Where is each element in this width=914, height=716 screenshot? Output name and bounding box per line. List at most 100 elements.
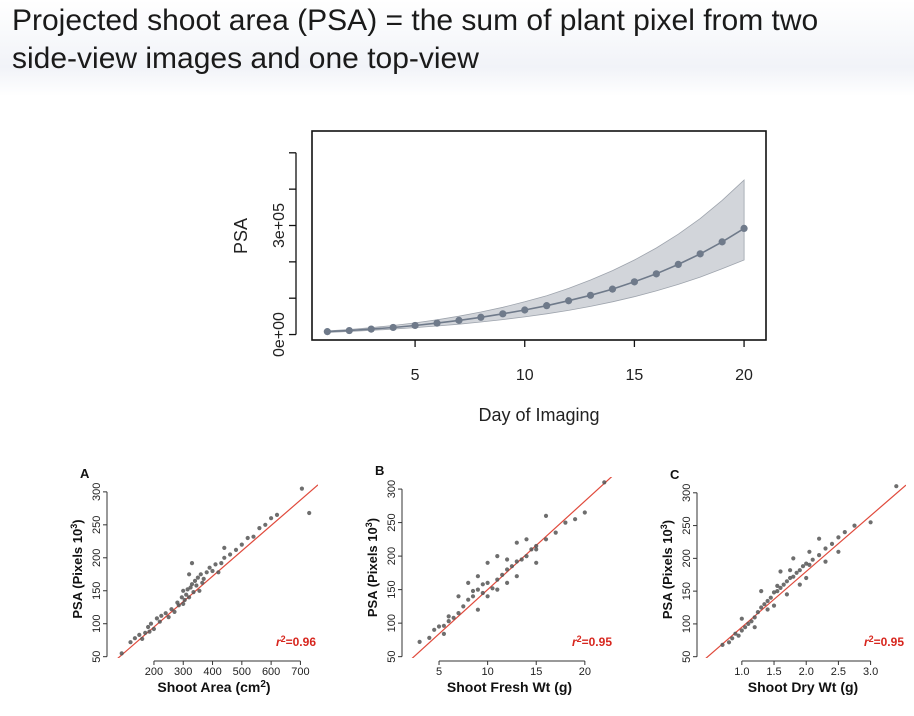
panel-a-point-49 bbox=[269, 516, 274, 521]
psa-point-day-6 bbox=[433, 319, 441, 327]
panel-c-point-0 bbox=[720, 642, 725, 648]
panel-c-point-29 bbox=[823, 546, 828, 551]
panel-c-point-36 bbox=[759, 589, 764, 594]
panel-b-point-44 bbox=[446, 614, 451, 619]
psa-point-day-12 bbox=[565, 297, 573, 305]
panel-a-y-tick-label-0: 50 bbox=[91, 651, 103, 663]
panel-a-point-15 bbox=[169, 607, 174, 612]
panel-b-point-12 bbox=[480, 590, 485, 596]
psa-point-day-2 bbox=[345, 326, 353, 335]
psa-growth-chart: 5 10 15 20 0e+00 3e+05 Day of Imaging PSA bbox=[231, 130, 767, 425]
panel-b-point-17 bbox=[505, 567, 510, 572]
panel-c-point-13 bbox=[765, 598, 770, 604]
psa-point-day-18 bbox=[696, 250, 704, 258]
panel-a-x-tick-label-5: 700 bbox=[291, 666, 309, 678]
panel-c-point-6 bbox=[743, 625, 748, 630]
panel-b-y-axis-title: PSA (Pixels 103) bbox=[364, 518, 380, 617]
panel-b-point-3 bbox=[436, 624, 442, 629]
panel-b-point-1 bbox=[427, 635, 432, 641]
panel-c-point-27 bbox=[810, 557, 815, 562]
panel-a-point-37 bbox=[210, 568, 215, 574]
panel-a-point-22 bbox=[184, 592, 189, 597]
x-tick-label-5: 5 bbox=[411, 367, 420, 384]
panel-c-point-4 bbox=[736, 633, 741, 638]
panel-c-point-8 bbox=[749, 619, 754, 624]
panel-a-point-41 bbox=[222, 555, 227, 560]
panel-c-point-43 bbox=[797, 582, 802, 587]
panel-a-point-42 bbox=[228, 552, 233, 557]
panel-c-point-37 bbox=[778, 569, 783, 574]
panel-c-point-10 bbox=[755, 610, 761, 615]
panel-a-point-21 bbox=[182, 597, 187, 603]
panel-a-label: A bbox=[80, 466, 90, 481]
panel-a-x-axis-title: Shoot Area (cm2) bbox=[157, 679, 270, 695]
panel-c-point-30 bbox=[829, 541, 835, 547]
y-tick-label-0: 0e+00 bbox=[271, 312, 288, 357]
panel-c-point-50 bbox=[807, 549, 812, 554]
psa-mean-line bbox=[327, 227, 745, 333]
panel-b-point-25 bbox=[553, 530, 558, 535]
panel-a-point-9 bbox=[151, 626, 156, 632]
panel-c-point-45 bbox=[765, 607, 770, 612]
panel-a-point-28 bbox=[192, 578, 198, 584]
panel-b-point-42 bbox=[505, 580, 510, 586]
panel-c-point-9 bbox=[752, 615, 757, 620]
panel-a-point-34 bbox=[201, 576, 206, 582]
panel-a-point-36 bbox=[207, 565, 212, 570]
panel-b-point-10 bbox=[470, 594, 476, 599]
panel-a-point-8 bbox=[148, 621, 154, 626]
panel-b-point-11 bbox=[475, 587, 480, 592]
panel-a-point-46 bbox=[251, 534, 256, 539]
panel-a-y-tick-label-4: 250 bbox=[91, 516, 103, 534]
panel-c-point-14 bbox=[768, 595, 773, 600]
panel-c-point-38 bbox=[791, 556, 796, 561]
panel-b-point-36 bbox=[514, 540, 519, 545]
psa-point-day-19 bbox=[718, 238, 726, 246]
panel-c-point-42 bbox=[784, 592, 790, 597]
panel-b-point-5 bbox=[446, 619, 451, 624]
panel-b-point-39 bbox=[543, 513, 549, 519]
panel-a-point-19 bbox=[179, 595, 184, 600]
panel-b-point-4 bbox=[441, 631, 446, 637]
panel-b-point-13 bbox=[485, 580, 490, 586]
panel-b-point-15 bbox=[495, 577, 500, 582]
psa-point-day-4 bbox=[389, 323, 397, 332]
panel-c-point-40 bbox=[817, 536, 822, 541]
panel-c-point-3 bbox=[733, 631, 738, 636]
panel-c-label: C bbox=[670, 467, 680, 482]
panel-a-point-53 bbox=[299, 486, 304, 491]
panel-a-point-6 bbox=[146, 624, 151, 630]
panel-a-fit-line bbox=[117, 484, 318, 658]
panel-b-label: B bbox=[375, 463, 384, 478]
panel-c-point-31 bbox=[836, 535, 841, 540]
panel-b-y-tick-label-3: 200 bbox=[386, 547, 398, 565]
panel-b-point-34 bbox=[495, 554, 500, 559]
panel-c-x-tick-label-4: 3.0 bbox=[863, 666, 878, 678]
panel-c-point-12 bbox=[762, 602, 767, 607]
panel-c-y-tick-label-4: 250 bbox=[681, 516, 693, 534]
slide-title-line-2: side-view images and one top-view bbox=[12, 42, 479, 75]
panel-b-point-0 bbox=[417, 639, 422, 645]
panel-a-point-38 bbox=[213, 562, 218, 567]
panel-a-point-51 bbox=[189, 561, 195, 566]
confidence-band bbox=[327, 179, 745, 333]
panel-a-x-tick-label-2: 400 bbox=[203, 666, 221, 678]
panel-a-point-50 bbox=[274, 512, 280, 518]
panel-a-point-26 bbox=[189, 582, 195, 587]
slide-title-line-1: Projected shoot area (PSA) = the sum of … bbox=[12, 4, 819, 37]
panel-c-x-tick-label-2: 2.0 bbox=[799, 666, 814, 678]
psa-point-day-7 bbox=[455, 316, 463, 324]
panel-b-fit-line bbox=[411, 477, 613, 658]
panel-c-point-44 bbox=[752, 625, 757, 630]
panel-a-point-7 bbox=[147, 629, 152, 634]
panel-a-x-tick-label-3: 500 bbox=[233, 666, 251, 678]
panel-b-point-26 bbox=[563, 520, 568, 525]
panel-a-point-35 bbox=[204, 570, 209, 575]
title-band bbox=[0, 0, 914, 96]
psa-point-day-9 bbox=[499, 310, 507, 318]
panel-a-point-5 bbox=[143, 630, 148, 636]
panel-a-point-52 bbox=[187, 572, 192, 577]
panel-a-point-27 bbox=[191, 590, 196, 595]
panel-b-point-24 bbox=[543, 537, 549, 542]
